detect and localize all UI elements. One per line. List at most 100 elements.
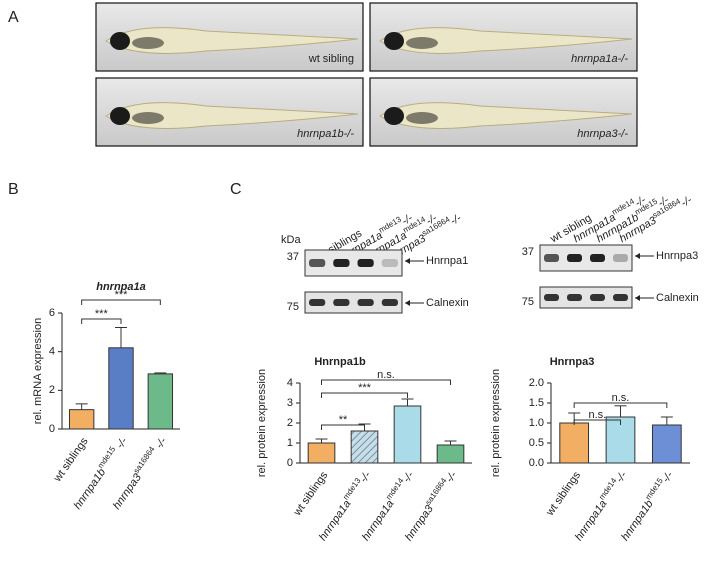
fish-label: wt sibling <box>308 53 354 65</box>
significance-label: n.s. <box>612 392 630 404</box>
label-tail: -/- <box>679 194 694 210</box>
y-tick-label: 3 <box>287 397 293 409</box>
kda-label: kDa <box>281 234 301 246</box>
significance-label: n.s. <box>588 409 606 421</box>
y-tick-label: 0 <box>49 423 55 435</box>
significance-label: n.s. <box>377 369 395 381</box>
blot <box>539 286 633 309</box>
band <box>333 259 350 267</box>
fish-images: wt sibling hnrnpa1a-/- hnrnpa1b-/- hnrnpa3-… <box>95 2 638 147</box>
label-name: hnrnpa1a <box>360 498 397 543</box>
significance-label: ** <box>339 414 348 426</box>
y-tick-label: 1 <box>287 437 293 449</box>
fish-body <box>105 27 359 54</box>
fish-label: hnrnpa1b-/- <box>297 128 354 140</box>
bar <box>147 373 174 430</box>
fish-eye <box>384 107 404 125</box>
y-tick-label: 2 <box>49 384 55 396</box>
protein-label: Calnexin <box>426 297 469 309</box>
fish-body <box>379 102 633 129</box>
band <box>309 299 326 306</box>
bar <box>651 424 682 464</box>
y-axis-label: rel. protein expression <box>490 369 502 477</box>
label-name: hnrnpa3 <box>111 471 144 512</box>
label-name: hnrnpa1b <box>72 467 109 512</box>
label: wt siblings <box>543 469 583 519</box>
band <box>309 259 326 267</box>
protein-label: Hnrnpa3 <box>656 250 698 262</box>
fish-label: hnrnpa1a-/- <box>571 53 628 65</box>
chart-title: Hnrnpa1b <box>314 356 366 368</box>
marker: 37 <box>287 251 299 263</box>
bar <box>307 442 336 464</box>
y-tick-label: 2 <box>287 417 293 429</box>
label: wt siblings <box>291 469 331 519</box>
fish-eye <box>110 107 130 125</box>
label-sup: sa16864 <box>424 476 449 507</box>
significance-bracket <box>81 318 122 324</box>
protein-label: Hnrnpa1 <box>426 255 468 267</box>
band <box>544 254 559 262</box>
significance-label: *** <box>358 382 372 394</box>
fish-yolk <box>406 112 438 124</box>
label-name: wt siblings <box>543 469 583 519</box>
significance-bracket <box>321 424 365 430</box>
fish-body <box>105 102 359 129</box>
label-name: wt siblings <box>51 435 91 485</box>
label: wt siblings <box>51 435 91 485</box>
y-tick-label: 0.5 <box>529 437 544 449</box>
band <box>590 254 605 262</box>
label-name: hnrnpa3 <box>403 502 436 543</box>
band <box>357 299 374 306</box>
bar <box>68 409 95 430</box>
band <box>381 259 398 267</box>
significance-bracket <box>81 299 161 305</box>
blot <box>304 291 403 314</box>
marker: 75 <box>522 296 534 308</box>
y-tick-label: 4 <box>49 346 55 358</box>
fish-eye <box>110 32 130 50</box>
y-tick-label: 4 <box>287 377 293 389</box>
y-tick-label: 6 <box>49 307 55 319</box>
marker: 37 <box>522 246 534 258</box>
band <box>567 294 582 301</box>
significance-label: *** <box>95 308 109 320</box>
panel-label: B <box>8 181 19 198</box>
significance-bracket <box>321 379 451 385</box>
fish-label: hnrnpa3-/- <box>577 128 628 140</box>
bar <box>393 405 422 464</box>
fish-yolk <box>132 112 164 124</box>
significance-bracket <box>321 392 408 398</box>
y-tick-label: 2.0 <box>529 377 544 389</box>
fish-body <box>379 27 633 54</box>
y-axis-label: rel. protein expression <box>256 369 268 477</box>
significance-label: *** <box>115 289 129 301</box>
bar <box>108 347 134 430</box>
significance-bracket <box>573 419 621 425</box>
arrow-head <box>635 253 640 259</box>
band <box>613 254 628 262</box>
charts: hnrnpa1a rel. mRNA expression 0 2 4 6 wt sibli… <box>32 281 690 543</box>
chart-title: hnrnpa1a <box>96 281 146 293</box>
bar <box>350 430 379 464</box>
band <box>544 294 559 301</box>
label-tail: -/- <box>448 212 463 228</box>
label-name: hnrnpa1a <box>573 498 610 543</box>
y-tick-label: 0.0 <box>529 457 544 469</box>
y-axis-label: rel. mRNA expression <box>32 318 44 424</box>
fish-eye <box>384 32 404 50</box>
band <box>357 259 374 267</box>
y-tick-label: 1.0 <box>529 417 544 429</box>
significance-bracket <box>573 402 668 408</box>
band <box>613 294 628 301</box>
western-blots: kDa wt siblingshnrnpa1amde13-/-hnrnpa1amd… <box>281 194 699 314</box>
chart-title: Hnrnpa3 <box>550 356 595 368</box>
band <box>333 299 350 306</box>
fish-yolk <box>406 37 438 49</box>
label-sup: sa16864 <box>132 444 157 475</box>
label-name: hnrnpa1b <box>619 498 656 543</box>
panel-label: C <box>230 181 242 198</box>
arrow-head <box>405 300 410 306</box>
